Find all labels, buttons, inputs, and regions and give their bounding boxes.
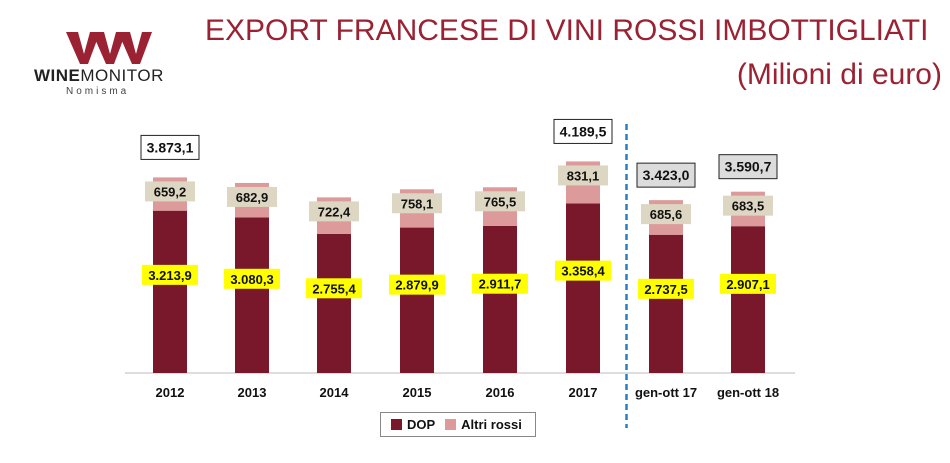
data-label-box-dop [720,273,776,294]
data-label-box-dop [224,268,280,289]
data-label-altri: 722,4 [318,204,351,219]
data-label-box-dop [306,278,362,299]
data-label-box-altri [475,191,525,212]
legend-swatch-altri [445,419,457,430]
data-label-box-altri [227,186,277,207]
logo-subtitle: Nomisma [66,86,130,97]
bar-dop [153,210,187,373]
data-label-altri: 683,5 [732,199,765,214]
data-label-box-altri [558,165,608,186]
data-label-dop: 2.907,1 [726,277,769,292]
x-tick-label: 2015 [403,385,432,400]
bar-dop [235,217,269,373]
data-label-dop: 3.080,3 [230,272,273,287]
chart-title: EXPORT FRANCESE DI VINI ROSSI IMBOTTIGLI… [205,14,929,47]
bar-dop [317,233,351,373]
data-label-dop: 2.737,5 [644,282,687,297]
data-label-box-altri [309,201,359,222]
data-label-box-total [553,118,613,144]
data-label-total: 4.189,5 [560,123,607,139]
data-label-altri: 765,5 [484,194,517,209]
bar-dop [400,227,434,373]
data-label-total: 3.423,0 [643,167,690,183]
data-label-box-dop [389,274,445,295]
data-label-altri: 758,1 [401,196,434,211]
x-tick-label: 2017 [569,385,598,400]
data-label-box-altri [723,195,773,216]
data-label-altri: 659,2 [154,184,187,199]
data-label-box-dop [142,264,198,285]
data-label-box-total [636,162,696,188]
chart-legend: DOP Altri rossi [380,412,536,437]
data-label-total: 3.873,1 [147,139,194,155]
data-label-box-total [718,154,778,180]
legend-label-altri: Altri rossi [461,417,522,432]
x-tick-label: 2012 [156,385,185,400]
data-label-dop: 3.213,9 [148,268,191,283]
data-label-box-dop [555,260,611,281]
data-label-dop: 3.358,4 [561,264,605,279]
x-tick-label: gen-ott 18 [717,385,779,400]
data-label-altri: 682,9 [236,190,269,205]
winemonitor-logo-icon [66,32,152,64]
bar-dop [566,203,600,373]
data-label-dop: 2.879,9 [395,278,438,293]
data-label-box-dop [472,273,528,294]
data-label-box-altri [145,181,195,202]
data-label-box-altri [641,204,691,225]
bar-dop [483,225,517,373]
data-label-box-dop [638,278,694,299]
x-tick-label: 2014 [320,385,350,400]
data-label-total: 3.590,7 [725,159,772,175]
legend-label-dop: DOP [407,417,436,432]
x-tick-label: 2013 [238,385,267,400]
data-label-dop: 2.755,4 [312,281,356,296]
data-label-box-total [140,134,200,160]
legend-swatch-dop [391,419,402,430]
x-tick-label: gen-ott 17 [635,385,697,400]
data-label-box-altri [392,193,442,214]
bar-dop [731,226,765,373]
chart-subtitle: (Milioni di euro) [736,58,942,91]
logo-wordmark: WINEMONITOR [34,66,164,85]
data-label-dop: 2.911,7 [479,277,522,292]
bar-dop [649,234,683,373]
data-label-altri: 831,1 [567,168,600,183]
x-tick-label: 2016 [486,385,515,400]
data-label-altri: 685,6 [650,207,683,222]
